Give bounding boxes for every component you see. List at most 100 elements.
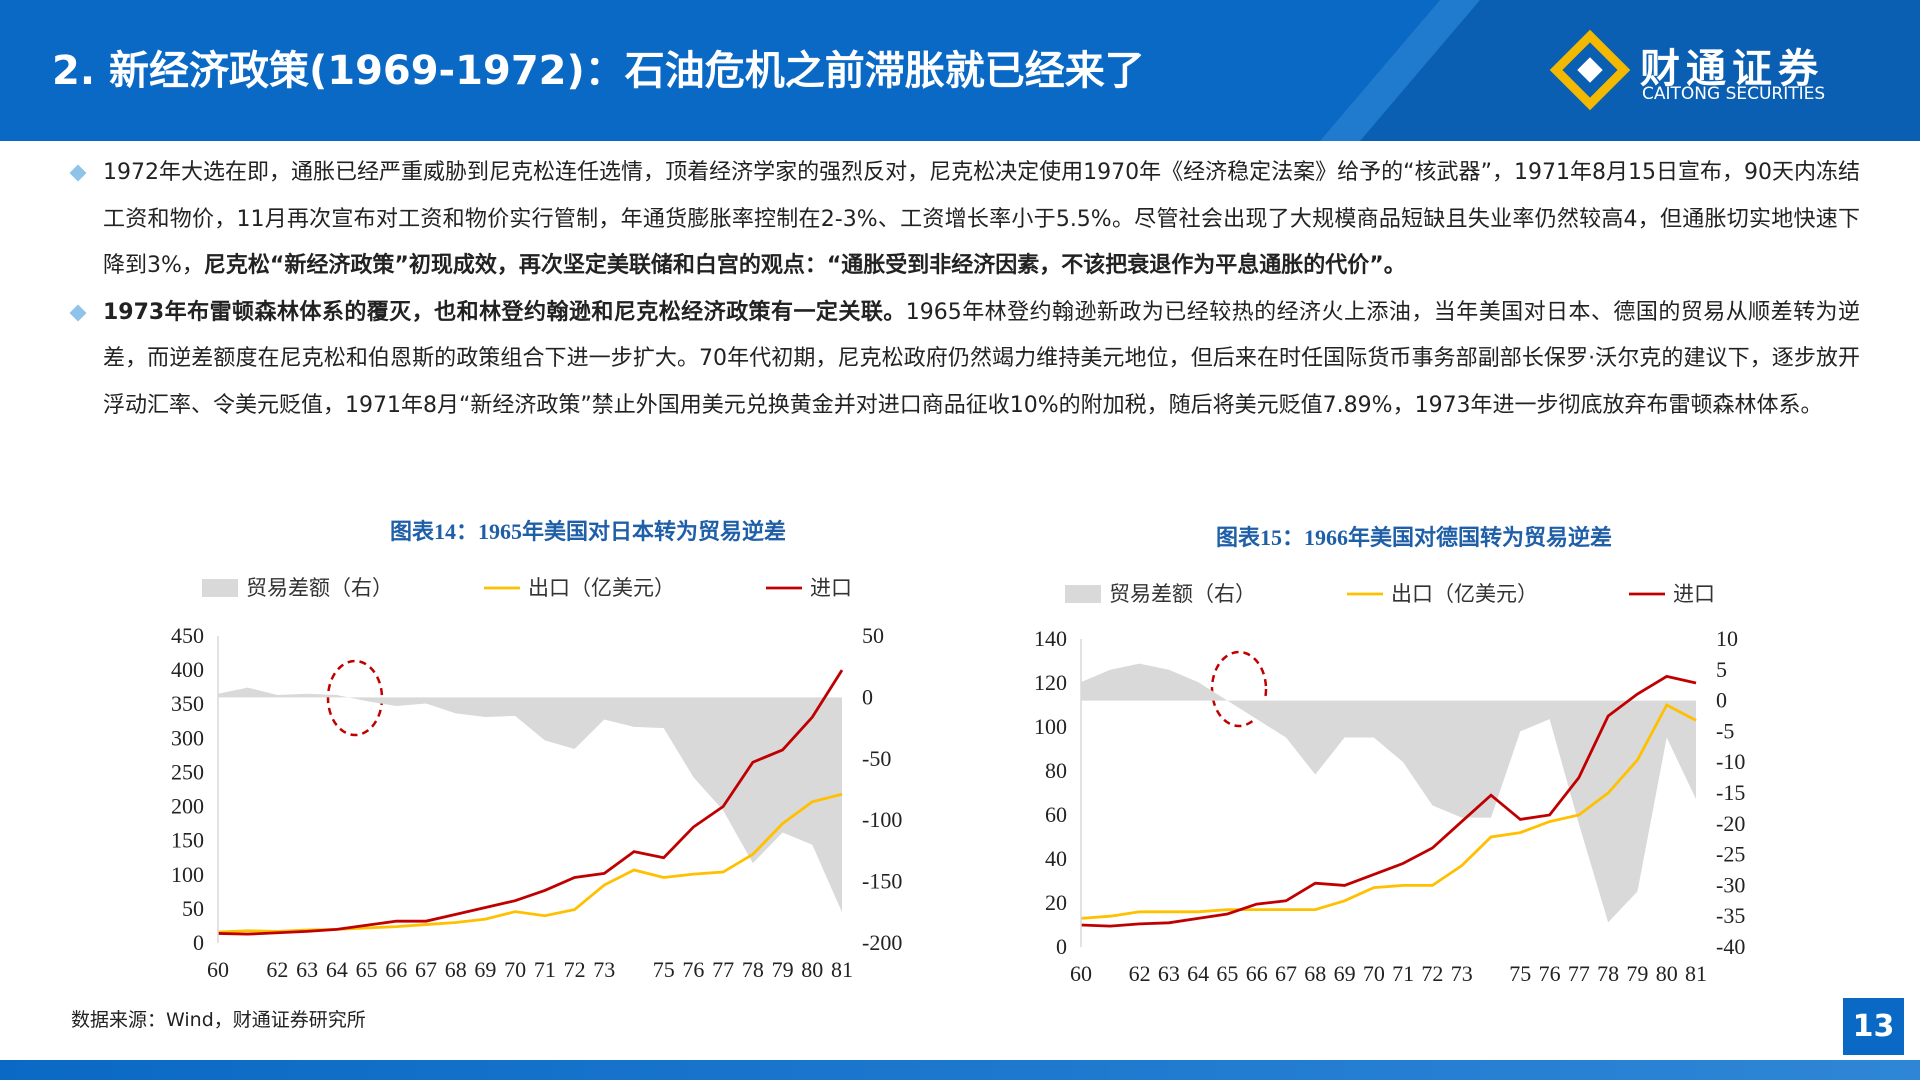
y-tick-label: 400 — [171, 657, 204, 682]
area-series — [1081, 663, 1696, 923]
x-tick-label: 63 — [296, 957, 318, 982]
y-tick-label: 450 — [171, 623, 204, 648]
y-tick-label: 100 — [1034, 714, 1067, 739]
x-tick-label: 81 — [831, 957, 853, 982]
source-note: 数据来源：Wind，财通证券研究所 — [71, 1009, 366, 1031]
bullet-list: 1972年大选在即，通胀已经严重威胁到尼克松连任选情，顶着经济学家的强烈反对，尼… — [70, 150, 1860, 429]
y-tick-label: 250 — [171, 759, 204, 784]
x-tick-label: 67 — [415, 957, 437, 982]
x-tick-label: 76 — [1539, 961, 1561, 986]
x-tick-label: 63 — [1158, 961, 1180, 986]
x-tick-label: 79 — [1626, 961, 1648, 986]
area-series — [218, 687, 842, 913]
legend-label: 出口（亿美元） — [1391, 582, 1538, 606]
x-tick-label: 68 — [445, 957, 467, 982]
y-tick-label: 100 — [171, 862, 204, 887]
logo-cn: 财通证券 — [1640, 46, 1824, 92]
header-decor — [1320, 0, 1920, 141]
y-tick-label: 80 — [1045, 758, 1067, 783]
y2-tick-label: 10 — [1716, 626, 1738, 651]
y-tick-label: 40 — [1045, 846, 1067, 871]
y-tick-label: 120 — [1034, 670, 1067, 695]
legend-label: 出口（亿美元） — [528, 576, 675, 600]
y-tick-label: 60 — [1045, 802, 1067, 827]
chart-title: 图表14：1965年美国对日本转为贸易逆差 — [390, 519, 786, 544]
x-tick-label: 75 — [653, 957, 675, 982]
x-tick-label: 72 — [1421, 961, 1443, 986]
x-tick-label: 66 — [385, 957, 407, 982]
legend-label: 进口 — [1673, 582, 1715, 606]
y-tick-label: 20 — [1045, 890, 1067, 915]
y-tick-label: 300 — [171, 725, 204, 750]
chart-title: 图表15：1966年美国对德国转为贸易逆差 — [1216, 525, 1612, 550]
y-tick-label: 150 — [171, 828, 204, 853]
x-tick-label: 78 — [742, 957, 764, 982]
line-series — [1080, 674, 1697, 928]
x-tick-label: 64 — [326, 957, 348, 982]
x-tick-label: 65 — [1216, 961, 1238, 986]
y2-tick-label: -15 — [1716, 780, 1745, 805]
x-tick-label: 67 — [1275, 961, 1297, 986]
legend-label: 进口 — [810, 576, 852, 600]
legend-swatch — [202, 579, 238, 597]
bullet-text: 1973年布雷顿森林体系的覆灭，也和林登约翰逊和尼克松经济政策有一定关联。 — [103, 299, 906, 325]
x-tick-label: 69 — [1334, 961, 1356, 986]
x-tick-label: 70 — [1363, 961, 1385, 986]
y-tick-label: 0 — [193, 930, 204, 955]
x-tick-label: 62 — [1129, 961, 1151, 986]
bullet-text: 尼克松“新经济政策”初现成效，再次坚定美联储和白宫的观点：“通胀受到非经济因素，… — [203, 253, 1406, 278]
line-series — [1080, 703, 1697, 920]
x-tick-label: 81 — [1685, 961, 1707, 986]
x-tick-label: 60 — [207, 957, 229, 982]
y2-tick-label: 50 — [862, 623, 884, 648]
y2-tick-label: -40 — [1716, 934, 1745, 959]
x-tick-label: 65 — [356, 957, 378, 982]
y2-tick-label: 0 — [862, 684, 873, 709]
x-tick-label: 80 — [801, 957, 823, 982]
bullet-text: 1972年大选在即，通胀已经严重威胁到尼克松连任选情，顶着经济学家的强烈反对，尼… — [103, 160, 1860, 278]
logo-en: CAITONG SECURITIES — [1642, 84, 1826, 104]
bullet: 1973年布雷顿森林体系的覆灭，也和林登约翰逊和尼克松经济政策有一定关联。196… — [70, 290, 1860, 430]
x-tick-label: 76 — [682, 957, 704, 982]
x-tick-label: 77 — [1568, 961, 1590, 986]
y2-tick-label: 0 — [1716, 688, 1727, 713]
x-tick-label: 70 — [504, 957, 526, 982]
y2-tick-label: -5 — [1716, 718, 1734, 743]
page-number: 13 — [1843, 998, 1904, 1055]
y2-tick-label: -150 — [862, 869, 902, 894]
x-tick-label: 72 — [564, 957, 586, 982]
x-tick-label: 77 — [712, 957, 734, 982]
y2-tick-label: -30 — [1716, 872, 1745, 897]
y2-tick-label: -50 — [862, 746, 891, 771]
footer-bar — [0, 1060, 1920, 1080]
y2-tick-label: -100 — [862, 807, 902, 832]
y2-tick-label: -25 — [1716, 842, 1745, 867]
legend-label: 贸易差额（右） — [246, 576, 393, 600]
y-tick-label: 200 — [171, 794, 204, 819]
x-tick-label: 64 — [1187, 961, 1209, 986]
y-tick-label: 0 — [1056, 934, 1067, 959]
y-tick-label: 50 — [182, 896, 204, 921]
x-tick-label: 68 — [1304, 961, 1326, 986]
x-tick-label: 66 — [1246, 961, 1268, 986]
bullet: 1972年大选在即，通胀已经严重威胁到尼克松连任选情，顶着经济学家的强烈反对，尼… — [70, 150, 1860, 290]
legend-swatch — [1065, 585, 1101, 603]
line-series — [217, 669, 844, 936]
x-tick-label: 73 — [1451, 961, 1473, 986]
x-tick-label: 60 — [1070, 961, 1092, 986]
x-tick-label: 80 — [1656, 961, 1678, 986]
bullet-text: 1965年林登约翰逊新政为已经较热的经济火上添油，当年美国对日本、德国的贸易从顺… — [103, 299, 1860, 418]
header-title: 2. 新经济政策(1969-1972)：石油危机之前滞胀就已经来了 — [52, 48, 1145, 94]
y-tick-label: 350 — [171, 691, 204, 716]
x-tick-label: 73 — [593, 957, 615, 982]
x-tick-label: 71 — [534, 957, 556, 982]
x-tick-label: 62 — [266, 957, 288, 982]
highlight-ellipse — [1210, 650, 1268, 728]
x-tick-label: 75 — [1509, 961, 1531, 986]
y2-tick-label: -10 — [1716, 749, 1745, 774]
x-tick-label: 71 — [1392, 961, 1414, 986]
x-tick-label: 78 — [1597, 961, 1619, 986]
x-tick-label: 69 — [474, 957, 496, 982]
